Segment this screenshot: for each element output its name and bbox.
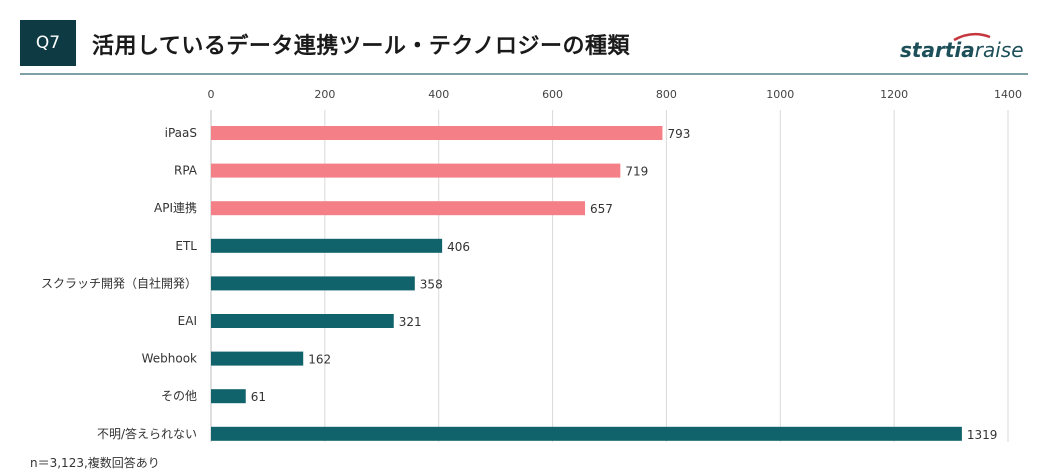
- page-title: 活用しているデータ連携ツール・テクノロジーの種類: [92, 34, 631, 59]
- x-tick-label: 1400: [994, 88, 1022, 101]
- bar: [211, 201, 586, 216]
- x-tick-label: 1000: [766, 88, 794, 101]
- category-label: iPaaS: [165, 126, 197, 140]
- bar: [211, 126, 663, 140]
- data-label: 657: [590, 202, 613, 216]
- category-label: Webhook: [142, 352, 197, 366]
- x-tick-label: 200: [314, 88, 335, 101]
- data-label: 793: [667, 127, 690, 141]
- logo-swoosh-icon: [953, 32, 991, 42]
- x-tick-label: 600: [542, 88, 563, 101]
- logo-text-bold: startia: [900, 38, 975, 62]
- logo-text-light: raise: [974, 38, 1024, 62]
- category-label: スクラッチ開発（自社開発）: [41, 275, 197, 290]
- category-label: その他: [161, 389, 197, 403]
- category-label: ETL: [175, 239, 197, 253]
- category-label: API連携: [154, 200, 197, 215]
- data-label: 719: [625, 165, 648, 179]
- category-label: EAI: [178, 314, 197, 328]
- bar: [211, 314, 394, 328]
- data-label: 321: [399, 315, 422, 329]
- data-label: 61: [251, 390, 266, 404]
- bar-chart: 0 200 400 600 800 1000 1200 1400 iPaaS 793 RPA 719 A…: [41, 88, 1022, 442]
- data-label: 406: [447, 240, 470, 254]
- x-tick-label: 800: [656, 88, 677, 101]
- x-tick-label: 1200: [880, 88, 908, 101]
- bar: [211, 351, 304, 366]
- category-label: RPA: [174, 164, 198, 178]
- x-tick-label: 0: [208, 88, 215, 101]
- data-label: 358: [420, 277, 443, 291]
- bar: [211, 238, 443, 253]
- data-label: 1319: [967, 428, 998, 442]
- x-tick-label: 400: [428, 88, 449, 101]
- bar: [211, 389, 246, 404]
- sample-size-note: n＝3,123,複数回答あり: [30, 456, 160, 470]
- bar: [211, 426, 962, 441]
- data-label: 162: [308, 353, 331, 367]
- header-divider: [20, 73, 1028, 75]
- bar: [211, 163, 621, 178]
- question-badge: Q7: [20, 20, 76, 66]
- slide-header: Q7 活用しているデータ連携ツール・テクノロジーの種類 startiaraise: [0, 0, 1048, 80]
- startiaraise-logo: startiaraise: [900, 32, 1026, 68]
- category-label: 不明/答えられない: [97, 426, 197, 441]
- bar: [211, 276, 415, 291]
